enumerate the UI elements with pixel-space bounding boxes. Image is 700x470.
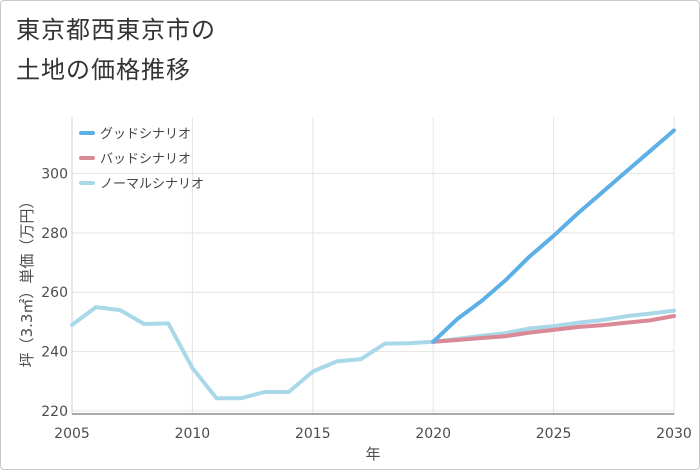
legend-label-1: グッドシナリオ [100,127,191,142]
y-tick-300: 300 [41,166,68,182]
x-tick-2025: 2025 [536,426,572,442]
legend-label-2: バッドシナリオ [100,152,191,167]
series-lines [70,128,676,401]
x-tick-2020: 2020 [415,426,451,442]
series-line-1 [431,128,676,344]
y-tick-260: 260 [41,285,68,301]
chart-title-line-2: 土地の価格推移 [16,56,191,84]
y-axis-label: 坪（3.3㎡）単価（万円） [18,194,36,368]
y-tick-240: 240 [41,345,68,361]
chart-title-line-1: 東京都西東京市の [16,16,216,44]
legend-label-3: ノーマルシナリオ [100,177,204,192]
series-line-3 [70,305,676,401]
y-tick-220: 220 [41,404,68,420]
series-line-2 [431,314,676,344]
grid-lines [71,117,675,414]
y-tick-280: 280 [41,226,68,242]
chart-title: 東京都西東京市の 土地の価格推移 [16,10,216,90]
x-axis-label: 年 [365,445,380,463]
tick-labels: 220 240 260 280 300 2005 2010 2015 2020 2025 2030 [41,166,692,442]
axes [71,117,674,415]
x-tick-2005: 2005 [54,426,90,442]
x-tick-2015: 2015 [295,426,331,442]
x-tick-2030: 2030 [656,426,692,442]
x-tick-2010: 2010 [175,426,211,442]
